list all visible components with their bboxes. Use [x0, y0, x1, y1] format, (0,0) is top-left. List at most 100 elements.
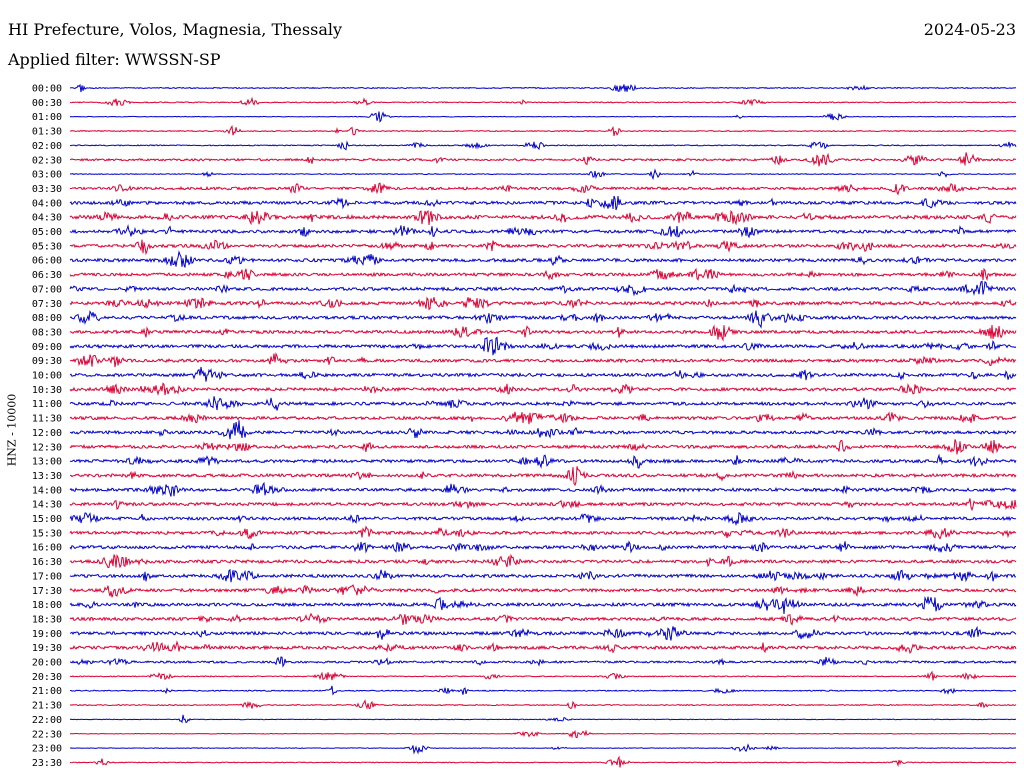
trace-row: [69, 714, 1017, 724]
row-time-label: 13:00: [32, 457, 62, 468]
row-time-label: 00:00: [32, 84, 62, 95]
trace-row: [69, 111, 1017, 123]
trace-row: [69, 83, 1017, 93]
trace-row: [69, 540, 1017, 554]
row-time-label: 03:00: [32, 170, 62, 181]
trace-row: [69, 396, 1017, 411]
row-time-label: 12:30: [32, 442, 62, 453]
row-time-label: 04:30: [32, 213, 62, 224]
trace-row: [69, 595, 1017, 614]
trace-row: [69, 336, 1017, 356]
trace-row: [69, 511, 1017, 527]
row-time-label: 09:00: [32, 342, 62, 353]
row-time-label: 15:00: [32, 514, 62, 525]
row-time-label: 20:30: [32, 672, 62, 683]
row-time-label: 05:30: [32, 241, 62, 252]
station-title: HI Prefecture, Volos, Magnesia, Thessaly: [8, 20, 343, 39]
row-time-label: 01:30: [32, 127, 62, 138]
trace-row: [69, 267, 1017, 282]
trace-row: [69, 209, 1017, 226]
trace-row: [69, 195, 1017, 211]
row-time-label: 01:00: [32, 112, 62, 123]
row-time-label: 22:00: [32, 715, 62, 726]
trace-row: [69, 411, 1017, 425]
trace-row: [69, 439, 1017, 455]
row-time-label: 13:30: [32, 471, 62, 482]
trace-row: [69, 168, 1017, 181]
trace-row: [69, 309, 1017, 329]
trace-row: [69, 498, 1017, 512]
trace-row: [69, 685, 1017, 696]
trace-row: [69, 525, 1017, 540]
row-time-label: 08:30: [32, 327, 62, 338]
trace-row: [69, 296, 1017, 311]
trace-row: [69, 140, 1017, 151]
row-time-label: 09:30: [32, 356, 62, 367]
row-time-label: 10:30: [32, 385, 62, 396]
row-time-label: 21:00: [32, 686, 62, 697]
trace-row: [69, 366, 1017, 382]
filter-label: Applied filter: WWSSN-SP: [8, 50, 221, 69]
row-time-label: 23:00: [32, 744, 62, 755]
row-time-label: 16:00: [32, 543, 62, 554]
trace-row: [69, 640, 1017, 654]
trace-row: [69, 553, 1017, 569]
trace-row: [70, 670, 1017, 681]
row-time-label: 07:00: [32, 284, 62, 295]
row-time-label: 12:00: [32, 428, 62, 439]
row-time-label: 02:30: [32, 155, 62, 166]
row-time-label: 06:30: [32, 270, 62, 281]
trace-row: [69, 420, 1017, 440]
trace-row: [69, 224, 1017, 239]
trace-row: [69, 755, 1017, 768]
trace-row: [69, 743, 1017, 755]
trace-row: [69, 324, 1017, 342]
row-time-label: 15:30: [32, 528, 62, 539]
row-time-label: 05:00: [32, 227, 62, 238]
row-time-label: 03:30: [32, 184, 62, 195]
row-time-label: 14:00: [32, 485, 62, 496]
row-time-label: 06:00: [32, 256, 62, 267]
row-time-label: 16:30: [32, 557, 62, 568]
trace-row: [69, 280, 1017, 297]
row-time-label: 19:30: [32, 643, 62, 654]
trace-row: [69, 625, 1017, 641]
trace-row: [69, 96, 1017, 107]
row-time-label: 11:30: [32, 414, 62, 425]
row-time-label: 04:00: [32, 198, 62, 209]
trace-row: [69, 584, 1017, 598]
row-time-label: 02:00: [32, 141, 62, 152]
trace-row: [69, 124, 1017, 137]
trace-row: [69, 568, 1016, 583]
row-time-label: 23:30: [32, 758, 62, 769]
trace-row: [69, 656, 1017, 668]
trace-row: [69, 152, 1017, 167]
trace-row: [69, 239, 1017, 256]
trace-row: [69, 729, 1017, 739]
row-time-label: 07:30: [32, 299, 62, 310]
row-time-label: 17:00: [32, 571, 62, 582]
row-time-label: 18:30: [32, 614, 62, 625]
row-time-label: 20:00: [32, 658, 62, 669]
trace-row: [69, 453, 1017, 469]
row-time-label: 08:00: [32, 313, 62, 324]
row-time-label: 21:30: [32, 701, 62, 712]
trace-row: [69, 699, 1017, 710]
trace-row: [69, 250, 1017, 268]
trace-row: [70, 466, 1017, 487]
trace-row: [69, 182, 1017, 196]
row-time-label: 10:00: [32, 371, 62, 382]
row-time-label: 00:30: [32, 98, 62, 109]
row-time-label: 17:30: [32, 586, 62, 597]
row-time-label: 19:00: [32, 629, 62, 640]
date-label: 2024-05-23: [923, 20, 1016, 39]
trace-row: [69, 481, 1017, 497]
row-time-label: 18:00: [32, 600, 62, 611]
trace-row: [69, 612, 1017, 626]
row-time-label: 14:30: [32, 500, 62, 511]
row-time-label: 22:30: [32, 729, 62, 740]
trace-row: [69, 382, 1017, 397]
trace-row: [69, 352, 1017, 368]
row-time-label: 11:00: [32, 399, 62, 410]
